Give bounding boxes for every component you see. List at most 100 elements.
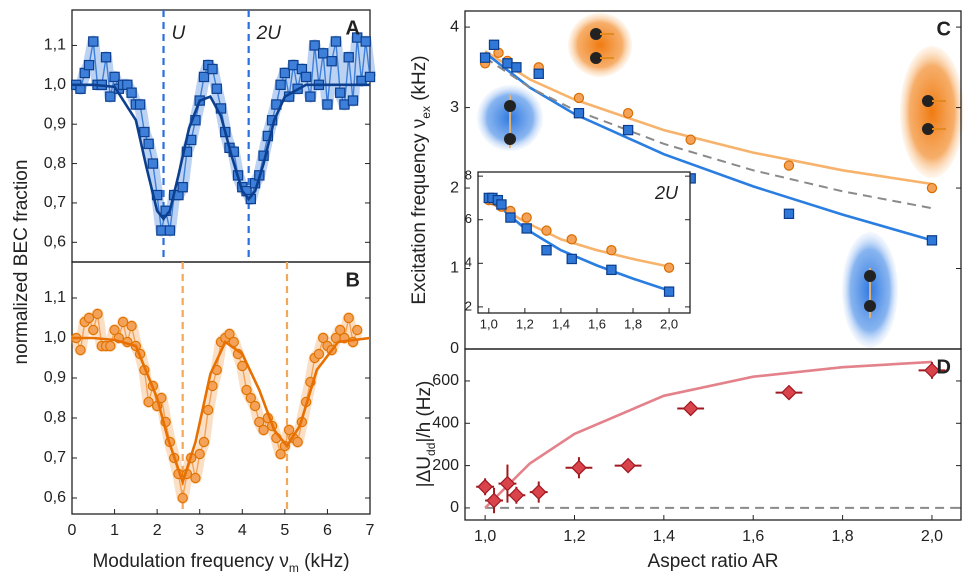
panel-letter: B: [346, 269, 360, 291]
fit-curve: [72, 336, 371, 487]
axis-label-text: Modulation frequency ν: [92, 551, 288, 572]
axis-label-text: (kHz): [409, 55, 430, 106]
y-tick-label: 0,6: [44, 234, 66, 251]
data-point: [606, 245, 617, 256]
data-point: [156, 225, 167, 236]
x-tick-label: 1,6: [742, 528, 764, 545]
data-point: [566, 253, 577, 265]
marker-label: U: [172, 23, 186, 44]
data-point: [177, 492, 188, 504]
data-point: [926, 182, 938, 194]
panel-letter: D: [937, 356, 951, 378]
fit-curve: [72, 83, 370, 221]
data-point: [530, 484, 547, 500]
data-point: [228, 146, 239, 157]
data-point: [347, 95, 359, 106]
data-point: [254, 416, 265, 428]
x-tick-label: 1,4: [653, 528, 675, 545]
y-tick-label: 4: [465, 255, 472, 270]
data-point: [88, 324, 99, 336]
data-point: [224, 328, 235, 340]
data-point: [317, 332, 329, 344]
x-tick-label: 1,0: [480, 316, 498, 331]
data-point: [566, 234, 577, 245]
axis-label-text: Aspect ratio AR: [648, 551, 779, 572]
data-point: [117, 316, 129, 328]
axis-label-text: Excitation frequency ν: [409, 119, 430, 305]
data-point: [83, 59, 95, 71]
axis-label-subscript: m: [289, 561, 299, 575]
data-point: [305, 91, 316, 102]
reference-curve: [484, 56, 933, 210]
x-tick-label: 1,2: [563, 528, 585, 545]
x-tick-label: 1: [110, 522, 119, 539]
marker-label: 2U: [256, 23, 282, 44]
data-point: [309, 40, 320, 51]
y-tick-label: 1,0: [44, 329, 66, 346]
plot-frame: [71, 261, 371, 515]
data-point: [352, 324, 363, 336]
x-tick-label: 2,0: [921, 528, 943, 545]
panel-letter: C: [937, 18, 951, 40]
data-point: [313, 348, 325, 360]
x-tick-label: 3: [195, 522, 204, 539]
data-point: [505, 212, 516, 223]
data-point: [105, 91, 116, 102]
data-point: [620, 457, 636, 474]
y-axis-label: Excitation frequency νex (kHz): [409, 55, 433, 304]
x-tick-label: 0: [68, 522, 77, 539]
x-axis-label: Modulation frequency νm (kHz): [92, 551, 349, 575]
axis-label-text: normalized BEC fraction: [11, 160, 32, 365]
x-axis-label: Aspect ratio AR: [648, 551, 779, 572]
data-point: [330, 36, 342, 47]
data-point: [571, 459, 587, 476]
atom-cartoons: [477, 13, 963, 348]
data-point: [573, 108, 585, 119]
data-point: [245, 392, 256, 404]
axis-label-text: |ΔU: [414, 456, 435, 487]
data-point: [682, 400, 699, 417]
data-point: [783, 160, 795, 171]
y-tick-label: 200: [432, 457, 459, 474]
axis-label-text: |/h (Hz): [414, 381, 435, 443]
data-point: [479, 52, 491, 63]
x-tick-label: 1,8: [624, 316, 642, 331]
data-point: [533, 68, 544, 79]
y-tick-label: 3: [450, 99, 459, 116]
y-tick-label: 0,9: [44, 369, 66, 386]
data-point: [924, 362, 940, 379]
y-tick-label: 0,8: [44, 155, 66, 172]
data-point: [499, 475, 516, 492]
data-point: [75, 344, 86, 356]
data-point: [541, 245, 552, 256]
y-tick-label: 1,1: [44, 37, 66, 54]
x-tick-label: 7: [366, 522, 375, 539]
data-point: [164, 225, 176, 236]
data-point: [100, 52, 112, 63]
data-point: [622, 108, 634, 119]
y-tick-label: 0,7: [44, 449, 66, 466]
y-tick-label: 0: [450, 340, 459, 357]
data-point: [288, 59, 299, 71]
data-point: [203, 404, 214, 416]
data-point: [198, 71, 210, 83]
data-point: [521, 223, 532, 234]
data-point: [364, 71, 376, 83]
data-point: [207, 63, 218, 75]
axis-label-subscript: dd: [424, 443, 438, 456]
y-tick-label: 1,0: [44, 76, 66, 93]
data-point: [143, 138, 154, 150]
y-tick-label: 0,8: [44, 409, 66, 426]
x-tick-label: 2: [153, 522, 162, 539]
data-point: [109, 71, 120, 83]
y-tick-label: 8: [465, 168, 472, 183]
axis-label-subscript: ex: [419, 106, 433, 119]
data-point: [326, 55, 337, 67]
y-tick-label: 0,7: [44, 194, 66, 211]
data-point: [279, 67, 291, 79]
data-point: [109, 324, 120, 336]
y-tick-label: 400: [432, 415, 459, 432]
x-tick-label: 5: [280, 522, 289, 539]
data-point: [926, 235, 938, 246]
data-point: [339, 99, 350, 110]
